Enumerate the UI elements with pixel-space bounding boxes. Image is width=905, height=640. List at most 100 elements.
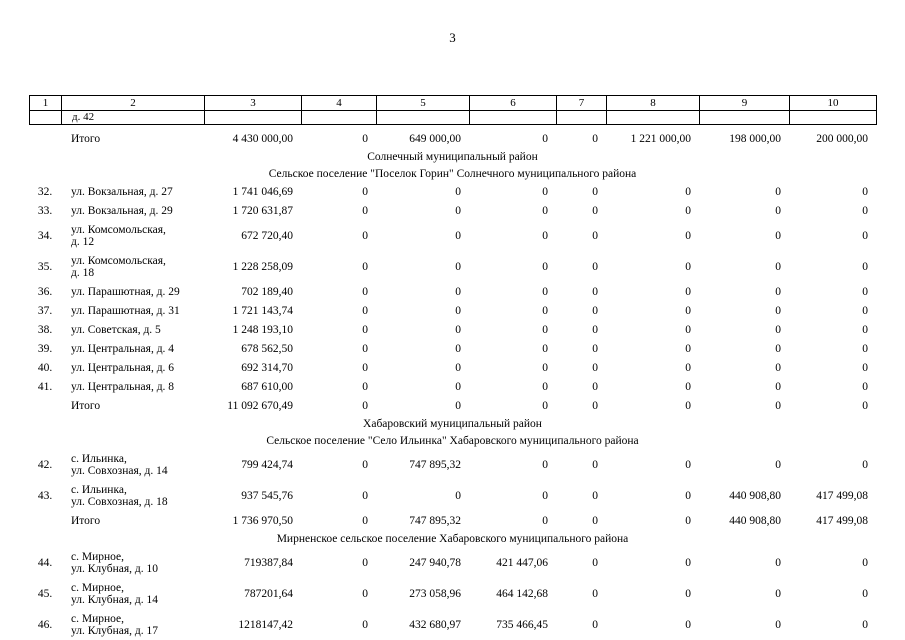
row-number: 40.: [37, 361, 53, 374]
amount-cell: 0: [542, 185, 548, 198]
amount-cell: 0: [362, 132, 368, 145]
address-cell: с. Мирное, ул. Клубная, д. 10: [61, 551, 204, 575]
amount-cell: 0: [455, 204, 461, 217]
amount-cell: 0: [362, 185, 368, 198]
amount-cell: 0: [685, 185, 691, 198]
amount-cell: 421 447,06: [496, 556, 548, 569]
table-row: 44. с. Мирное, ул. Клубная, д. 10 719387,84…: [29, 547, 876, 578]
amount-cell: 702 189,40: [241, 285, 293, 298]
amount-cell: 0: [862, 399, 868, 412]
amount-cell: 0: [592, 361, 598, 374]
row-number: 36.: [37, 285, 53, 298]
amount-cell: 0: [775, 361, 781, 374]
row-number: 46.: [37, 618, 53, 631]
row-number: 42.: [37, 458, 53, 471]
amount-cell: 0: [362, 587, 368, 600]
column-number-cell: 1: [29, 95, 62, 111]
table-row: 36. ул. Парашютная, д. 29 702 189,40 0 0 0 0 0 0…: [29, 282, 876, 301]
table-row: 37. ул. Парашютная, д. 31 1 721 143,74 0 0 0 0…: [29, 301, 876, 320]
address-cell: ул. Вокзальная, д. 29: [61, 205, 204, 217]
amount-cell: 0: [542, 204, 548, 217]
amount-cell: 11 092 670,49: [227, 399, 293, 412]
amount-cell: 0: [685, 556, 691, 569]
column-number-cell: 2: [61, 95, 205, 111]
amount-cell: 937 545,76: [241, 489, 293, 502]
address-cell: ул. Советская, д. 5: [61, 324, 204, 336]
amount-cell: 1 721 143,74: [232, 304, 293, 317]
amount-cell: 0: [592, 285, 598, 298]
amount-cell: 0: [542, 514, 548, 527]
amount-cell: 0: [362, 204, 368, 217]
amount-cell: 0: [592, 323, 598, 336]
amount-cell: 0: [775, 185, 781, 198]
amount-cell: 0: [685, 514, 691, 527]
subsection-header: Сельское поселение "Поселок Горин" Солне…: [268, 167, 637, 180]
amount-cell: 0: [362, 489, 368, 502]
amount-cell: 0: [455, 304, 461, 317]
amount-cell: 0: [862, 556, 868, 569]
amount-cell: 0: [362, 304, 368, 317]
amount-cell: 0: [592, 260, 598, 273]
address-line: ул. Совхозная, д. 14: [71, 464, 168, 477]
address-line: с. Мирное,: [71, 581, 125, 594]
amount-cell: 0: [592, 304, 598, 317]
amount-cell: 0: [775, 323, 781, 336]
amount-cell: 0: [455, 361, 461, 374]
amount-cell: 0: [775, 204, 781, 217]
row-number: 39.: [37, 342, 53, 355]
amount-cell: 0: [455, 380, 461, 393]
amount-cell: 0: [362, 361, 368, 374]
address-cell: ул. Комсомольская, д. 12: [61, 224, 204, 248]
amount-cell: 678 562,50: [241, 342, 293, 355]
amount-cell: 0: [542, 458, 548, 471]
address-line: д. 18: [71, 266, 95, 279]
carryover-address: д. 42: [61, 110, 205, 125]
address-cell: ул. Парашютная, д. 31: [61, 305, 204, 317]
amount-cell: 0: [862, 323, 868, 336]
amount-cell: 0: [862, 304, 868, 317]
amount-cell: 440 908,80: [729, 514, 781, 527]
empty-cell: [606, 110, 700, 125]
empty-cell: [469, 110, 557, 125]
amount-cell: 0: [685, 285, 691, 298]
amount-cell: 0: [862, 229, 868, 242]
amount-cell: 672 720,40: [241, 229, 293, 242]
amount-cell: 1 228 258,09: [232, 260, 293, 273]
address-line: ул. Советская, д. 5: [71, 323, 161, 336]
address-line: ул. Клубная, д. 17: [71, 624, 158, 637]
column-numbers-row: 1 2 3 4 5 6 7 8 9 10: [29, 95, 877, 111]
amount-cell: 0: [685, 342, 691, 355]
amount-cell: 0: [862, 380, 868, 393]
page-number: 3: [449, 30, 456, 45]
amount-cell: 0: [542, 361, 548, 374]
amount-cell: 0: [592, 185, 598, 198]
total-label: Итого: [61, 400, 204, 412]
amount-cell: 273 058,96: [409, 587, 461, 600]
amount-cell: 0: [592, 204, 598, 217]
amount-cell: 0: [862, 618, 868, 631]
amount-cell: 0: [775, 260, 781, 273]
amount-cell: 0: [685, 323, 691, 336]
table-row: 32. ул. Вокзальная, д. 27 1 741 046,69 0 0 0 0…: [29, 182, 876, 201]
amount-cell: 0: [362, 323, 368, 336]
table-header-grid: 1 2 3 4 5 6 7 8 9 10 д. 42: [29, 95, 877, 125]
row-number: 41.: [37, 380, 53, 393]
amount-cell: 0: [542, 342, 548, 355]
column-number-cell: 4: [301, 95, 377, 111]
section-header: Солнечный муниципальный район: [367, 150, 538, 163]
amount-cell: 0: [542, 132, 548, 145]
address-cell: с. Ильинка, ул. Совхозная, д. 18: [61, 484, 204, 508]
amount-cell: 799 424,74: [241, 458, 293, 471]
address-cell: с. Мирное, ул. Клубная, д. 17: [61, 613, 204, 637]
column-number-cell: 3: [204, 95, 302, 111]
empty-cell: [29, 110, 62, 125]
row-number: 43.: [37, 489, 53, 502]
address-cell: ул. Центральная, д. 6: [61, 362, 204, 374]
empty-cell: [789, 110, 877, 125]
amount-cell: 735 466,45: [496, 618, 548, 631]
address-line: ул. Парашютная, д. 29: [71, 285, 180, 298]
amount-cell: 0: [685, 260, 691, 273]
amount-cell: 747 895,32: [409, 458, 461, 471]
row-number: 33.: [37, 204, 53, 217]
amount-cell: 0: [685, 399, 691, 412]
